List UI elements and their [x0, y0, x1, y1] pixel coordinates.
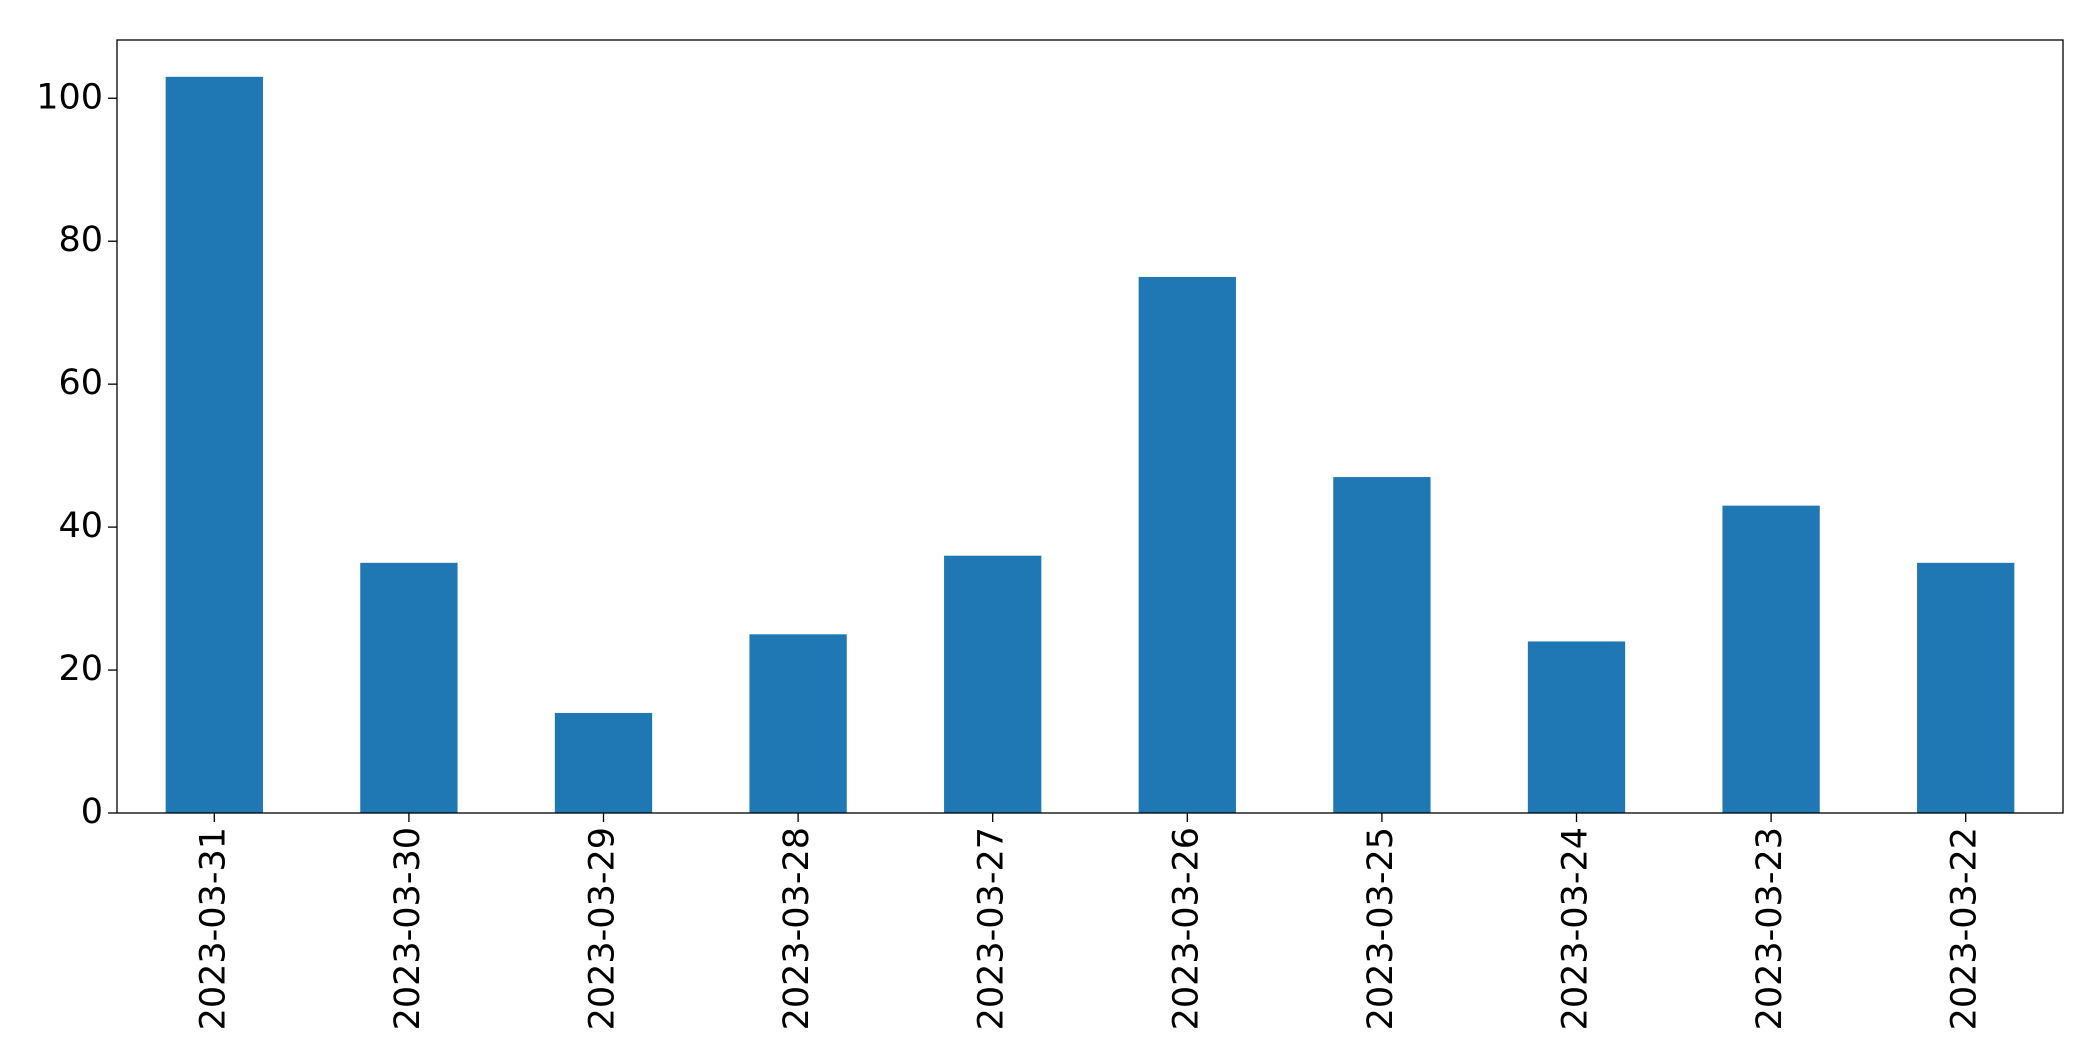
y-tick-label: 80 — [58, 220, 103, 260]
y-tick-label: 60 — [58, 363, 103, 403]
bar — [360, 562, 458, 813]
y-tick-label: 100 — [36, 77, 103, 117]
bar — [554, 712, 653, 813]
bar — [749, 634, 847, 813]
bar — [165, 76, 263, 814]
bar — [1138, 276, 1236, 813]
y-tick-label: 40 — [58, 506, 103, 546]
x-tick-label: 2023-03-27 — [972, 827, 1012, 1030]
x-tick-label: 2023-03-24 — [1556, 827, 1596, 1030]
bar — [944, 555, 1042, 813]
bar — [1527, 641, 1626, 813]
y-tick-label: 0 — [81, 792, 103, 832]
bar — [1333, 477, 1431, 813]
x-tick-label: 2023-03-31 — [193, 827, 233, 1030]
x-tick-label: 2023-03-30 — [388, 827, 428, 1030]
bar — [1917, 562, 2015, 813]
x-tick-label: 2023-03-26 — [1166, 827, 1206, 1030]
x-tick-label: 2023-03-29 — [583, 827, 623, 1030]
y-tick-label: 20 — [58, 649, 103, 689]
bar — [1722, 505, 1820, 813]
x-tick-label: 2023-03-22 — [1945, 827, 1985, 1030]
x-tick-label: 2023-03-23 — [1750, 827, 1790, 1030]
x-tick-label: 2023-03-28 — [777, 827, 817, 1030]
x-tick-label: 2023-03-25 — [1361, 827, 1401, 1030]
plot-frame — [116, 39, 2064, 814]
